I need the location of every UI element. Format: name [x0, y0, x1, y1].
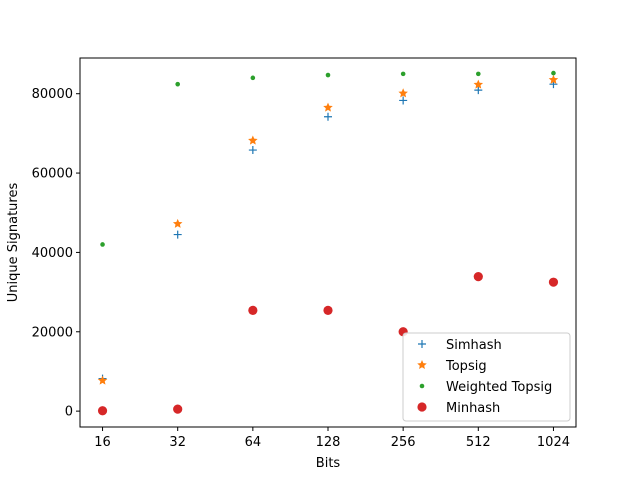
weighted-topsig-point [250, 75, 256, 81]
topsig-point [323, 102, 333, 112]
x-tick-label: 512 [466, 435, 491, 450]
topsig-point [248, 135, 258, 145]
topsig-point [398, 88, 408, 98]
x-tick-label: 32 [169, 435, 186, 450]
data-marks [97, 70, 559, 416]
legend-marker-topsig [417, 360, 427, 370]
y-tick-label: 20000 [32, 325, 73, 340]
minhash-point [323, 305, 333, 315]
x-tick-label: 1024 [537, 435, 570, 450]
series-simhash [98, 80, 558, 383]
y-axis-label: Unique Signatures [6, 183, 21, 303]
legend-marker-minhash [417, 402, 427, 412]
y-tick-label: 80000 [32, 87, 73, 102]
legend-box [402, 332, 571, 422]
minhash-point [173, 404, 183, 414]
simhash-point [474, 86, 483, 95]
weighted-topsig-point [325, 72, 331, 78]
x-tick-label: 64 [245, 435, 262, 450]
series-topsig [97, 74, 559, 385]
x-tick-label: 256 [391, 435, 416, 450]
y-tick-label: 0 [65, 405, 73, 420]
topsig-point [97, 375, 108, 385]
topsig-point [473, 79, 484, 89]
x-axis-label: Bits [316, 456, 341, 471]
legend-label-weighted-topsig: Weighted Topsig [446, 380, 552, 395]
y-axis-ticks: 0 20000 40000 60000 80000 [32, 87, 80, 420]
series-weighted-topsig [100, 70, 556, 247]
minhash-point [548, 277, 559, 287]
legend-label-simhash: Simhash [446, 338, 502, 353]
legend-label-minhash: Minhash [446, 401, 500, 416]
y-tick-label: 40000 [32, 246, 73, 261]
weighted-topsig-point [100, 242, 105, 247]
simhash-point [173, 230, 182, 239]
weighted-topsig-point [476, 71, 481, 77]
weighted-topsig-point [175, 81, 180, 87]
legend: Simhash Topsig Weighted Topsig Minhash [402, 332, 571, 422]
legend-label-topsig: Topsig [445, 359, 487, 374]
y-tick-label: 60000 [32, 167, 73, 182]
minhash-point [248, 305, 258, 315]
legend-marker-weighted-topsig [419, 383, 425, 389]
series-minhash [97, 272, 559, 416]
simhash-point [248, 146, 257, 155]
weighted-topsig-point [551, 70, 556, 76]
x-tick-label: 16 [94, 435, 111, 450]
topsig-point [548, 74, 559, 84]
legend-marker-simhash [418, 340, 426, 348]
minhash-point [473, 272, 483, 282]
minhash-point [97, 406, 108, 416]
topsig-point [172, 218, 183, 228]
x-axis-ticks: 16 32 64 128 256 512 1024 [94, 427, 570, 450]
weighted-topsig-point [400, 71, 406, 77]
simhash-point [399, 96, 408, 105]
x-tick-label: 128 [316, 435, 341, 450]
simhash-point [324, 112, 332, 121]
